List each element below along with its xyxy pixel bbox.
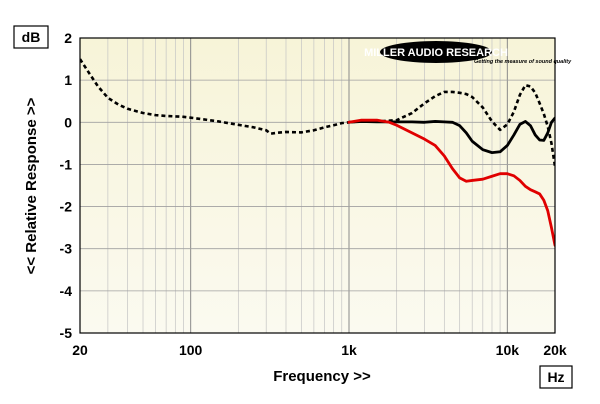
logo-name: MILLER AUDIO RESEARCH [364,47,508,59]
x-tick-label: 20 [72,342,88,358]
y-tick-label: -5 [60,325,73,341]
x-tick-label: 1k [341,342,357,358]
y-unit-label: dB [22,29,41,45]
plot-area [80,38,555,333]
x-tick-label: 20k [543,342,567,358]
y-tick-label: 0 [64,114,72,130]
series-line-3 [347,118,555,247]
x-tick-label: 10k [496,342,520,358]
y-tick-label: -2 [60,199,73,215]
logo-tagline: Getting the measure of sound quality [474,59,572,65]
plot-border [79,37,556,334]
series-line-2 [347,116,555,155]
y-tick-label: -3 [60,241,73,257]
x-unit-label: Hz [547,369,564,385]
logo-badge [380,41,492,63]
x-unit-box: Hz [539,365,573,389]
y-tick-label: -1 [60,156,73,172]
y-axis-title: << Relative Response >> [23,97,40,274]
y-tick-label: 2 [64,30,72,46]
y-tick-label: 1 [64,72,72,88]
y-unit-box: dB [13,25,49,49]
x-axis-title: Frequency >> [273,368,371,385]
x-tick-label: 100 [179,342,203,358]
y-tick-label: -4 [60,283,73,299]
tick-labels: 2 1 0 -1 -2 -3 -4 -520 100 1k 10k 20k [60,30,567,358]
series-group [80,58,555,247]
logo: MILLER AUDIO RESEARCH Getting the measur… [364,41,572,65]
